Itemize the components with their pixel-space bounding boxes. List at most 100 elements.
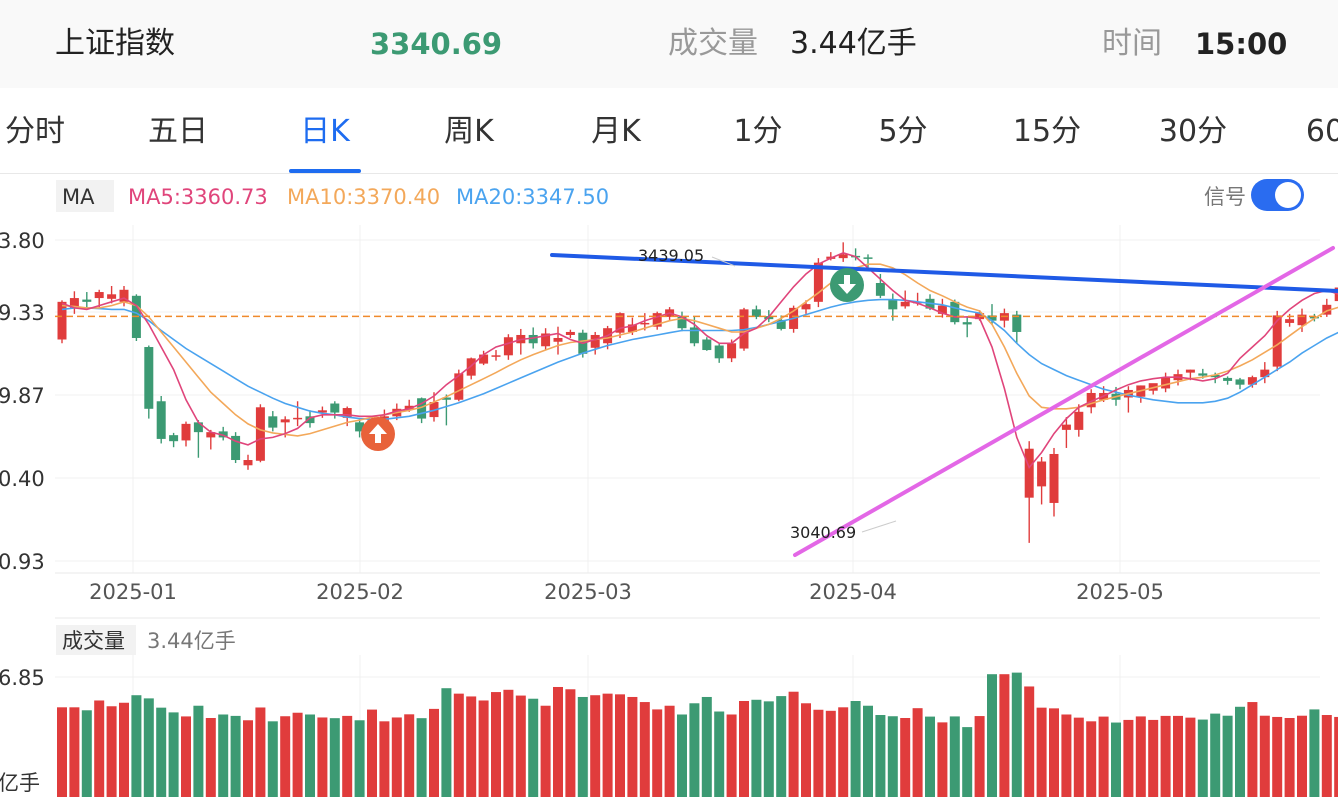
volume-bar — [1086, 721, 1097, 797]
volume-bar — [714, 711, 725, 797]
candle-body — [565, 331, 575, 335]
ma5-line — [61, 252, 1338, 470]
tab-30min[interactable]: 30分 — [1158, 114, 1228, 149]
x-tick-label: 2025-03 — [544, 580, 632, 604]
volume-bar — [553, 686, 563, 797]
volume-bar — [205, 717, 216, 797]
candle-body — [342, 408, 352, 418]
candle-body — [987, 315, 997, 321]
volume-bar — [317, 717, 328, 797]
ma5-value: MA5:3360.73 — [128, 185, 268, 209]
candle-body — [553, 337, 563, 342]
volume-bar — [255, 707, 266, 797]
tab-5min[interactable]: 5分 — [878, 114, 928, 149]
signal-toggle[interactable] — [1251, 179, 1304, 211]
volume-bar — [1148, 719, 1159, 797]
candle-body — [1061, 424, 1071, 430]
candle-body — [255, 407, 265, 461]
volume-bar — [987, 674, 997, 797]
volume-bar — [503, 689, 514, 797]
volume-bar — [230, 715, 241, 797]
volume-bar — [1247, 702, 1258, 797]
volume-bar — [776, 696, 787, 797]
candle-body — [441, 397, 451, 400]
volume-title-bg — [56, 625, 136, 655]
volume-bar — [788, 691, 799, 797]
volume-bar — [119, 702, 129, 797]
candle-body — [962, 322, 972, 325]
volume-bar — [1024, 686, 1035, 797]
candle-body — [1272, 315, 1282, 367]
volume-bar — [1309, 709, 1320, 797]
up-arrow-icon — [369, 424, 387, 443]
candle-body — [1161, 377, 1171, 389]
volume-bar — [850, 701, 861, 797]
volume-bar — [627, 696, 638, 797]
sell-signal-marker[interactable] — [830, 268, 864, 302]
candle-body — [144, 347, 154, 409]
volume-bar — [1049, 708, 1059, 797]
volume-bar — [329, 718, 340, 797]
tab-five-day[interactable]: 五日 — [148, 114, 208, 149]
volume-bar — [367, 709, 377, 797]
volume-bar — [763, 701, 774, 797]
ma-selector[interactable]: MA — [62, 185, 95, 209]
volume-bar — [912, 708, 923, 797]
toggle-knob — [1275, 182, 1301, 208]
candle-body — [355, 422, 365, 432]
candle-body — [1210, 374, 1220, 378]
candle-body — [417, 398, 427, 419]
candle-body — [1322, 304, 1332, 315]
tab-60min[interactable]: 60 — [1305, 114, 1338, 149]
volume-bar — [441, 688, 452, 797]
candle-body — [317, 410, 327, 413]
candle-body — [950, 301, 960, 323]
volume-bar — [267, 721, 278, 797]
candle-body — [1223, 377, 1233, 381]
tab-1min[interactable]: 1分 — [733, 114, 783, 149]
volume-bar — [1123, 719, 1134, 797]
volume-bar — [181, 716, 191, 797]
ma10-line — [61, 263, 1338, 437]
candle-body — [466, 358, 476, 376]
volume-bar — [243, 720, 253, 797]
candle-body — [900, 301, 910, 307]
volume-bar — [652, 709, 663, 797]
volume-bar — [280, 716, 291, 797]
tab-weekly-k[interactable]: 周K — [444, 114, 494, 149]
candle-body — [838, 254, 848, 259]
volume-bar — [453, 693, 464, 797]
candle-body — [689, 327, 699, 344]
index-name: 上证指数 — [55, 26, 175, 61]
volume-bar — [739, 701, 749, 797]
volume-bar — [106, 706, 117, 797]
candle-body — [776, 319, 786, 329]
buy-signal-marker[interactable] — [361, 417, 395, 451]
volume-bar — [701, 696, 712, 797]
candle-body — [627, 324, 637, 332]
tab-monthly-k[interactable]: 月K — [591, 114, 641, 149]
volume-bar — [1321, 715, 1332, 797]
down-arrow-icon — [838, 275, 856, 294]
volume-bar — [131, 695, 142, 797]
volume-bar — [689, 703, 700, 797]
candle-body — [1049, 453, 1059, 503]
volume-bar — [962, 727, 973, 797]
candle-body — [169, 435, 179, 442]
candle-body — [305, 416, 315, 424]
candle-body — [280, 419, 290, 423]
volume-bar — [838, 707, 849, 797]
candle-body — [751, 309, 761, 317]
x-tick-label: 2025-04 — [809, 580, 897, 604]
candle-body — [727, 343, 737, 359]
candle-body — [640, 322, 650, 325]
tab-15min[interactable]: 15分 — [1012, 114, 1082, 149]
candle-body — [206, 432, 216, 438]
tab-intraday[interactable]: 分时 — [5, 114, 65, 149]
y-tick-label: 9.87 — [0, 384, 45, 408]
volume-bar — [615, 694, 625, 797]
tab-daily-k[interactable]: 日K — [300, 114, 350, 149]
volume-bar — [1272, 716, 1283, 797]
x-tick-label: 2025-01 — [89, 580, 177, 604]
